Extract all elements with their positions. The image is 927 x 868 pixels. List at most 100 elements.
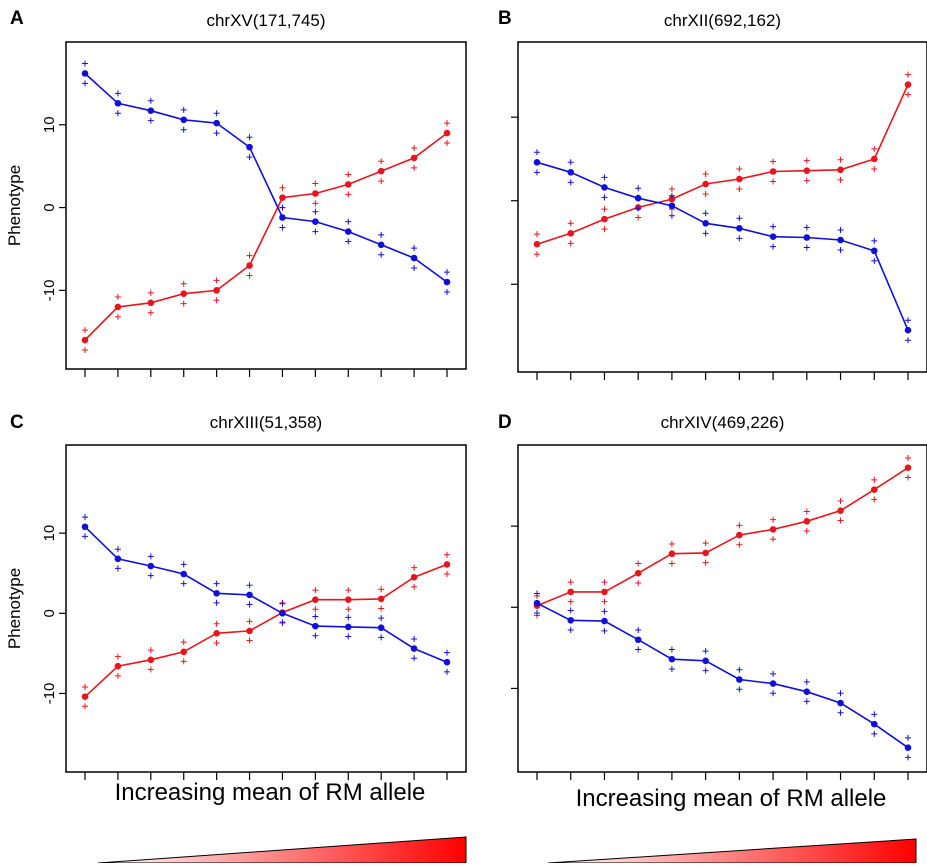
error-marker-blue xyxy=(803,224,810,231)
error-marker-blue xyxy=(444,269,450,276)
data-point-blue xyxy=(634,194,642,202)
panel-title: chrXIII(51,358) xyxy=(210,413,322,432)
error-marker-red xyxy=(411,144,418,151)
data-point-blue xyxy=(114,555,122,563)
error-marker-blue xyxy=(180,561,187,568)
error-marker-blue xyxy=(114,546,121,553)
error-marker-red xyxy=(905,454,911,461)
error-marker-blue xyxy=(635,627,642,634)
data-point-blue xyxy=(147,562,155,570)
error-marker-red xyxy=(147,647,154,654)
y-axis-label: Phenotype xyxy=(5,568,24,649)
data-point-red xyxy=(180,290,188,297)
data-point-red xyxy=(702,180,709,188)
data-point-blue xyxy=(377,624,385,632)
error-marker-blue xyxy=(147,572,154,579)
error-marker-red xyxy=(180,280,187,287)
data-point-blue xyxy=(410,254,418,262)
error-marker-blue xyxy=(180,106,187,113)
error-marker-red xyxy=(411,564,418,571)
data-point-blue xyxy=(870,720,878,728)
error-marker-red xyxy=(312,180,319,187)
error-marker-blue xyxy=(534,609,540,616)
error-marker-red xyxy=(736,522,743,529)
data-point-red xyxy=(736,531,743,539)
error-marker-blue xyxy=(82,533,88,540)
data-point-red xyxy=(803,517,811,525)
error-marker-red xyxy=(635,579,642,586)
panel-letter: A xyxy=(10,8,24,29)
data-point-red xyxy=(246,262,253,269)
error-marker-blue xyxy=(312,228,319,235)
data-point-red xyxy=(410,154,418,162)
data-point-blue xyxy=(213,119,220,127)
error-marker-red xyxy=(345,587,352,594)
error-marker-blue xyxy=(871,237,878,244)
data-point-red xyxy=(769,168,777,175)
data-point-blue xyxy=(870,247,878,255)
data-point-red xyxy=(803,167,811,174)
data-point-red xyxy=(702,549,709,557)
error-marker-red xyxy=(180,639,187,646)
error-marker-blue xyxy=(312,208,319,215)
error-marker-red xyxy=(803,528,810,535)
error-marker-blue xyxy=(246,601,253,608)
data-point-red xyxy=(246,627,253,635)
error-marker-red xyxy=(668,186,675,193)
y-tick-label: 0 xyxy=(41,203,58,211)
error-marker-blue xyxy=(279,600,286,607)
error-marker-blue xyxy=(534,590,540,597)
error-marker-blue xyxy=(871,730,878,737)
error-marker-blue xyxy=(668,646,675,653)
panel-title: chrXV(171,745) xyxy=(206,11,325,30)
error-marker-blue xyxy=(905,337,911,344)
error-marker-red xyxy=(702,191,709,198)
series-line-blue xyxy=(536,161,909,331)
error-marker-blue xyxy=(378,634,385,641)
error-marker-red xyxy=(312,587,319,594)
data-point-red xyxy=(312,190,319,197)
error-marker-blue xyxy=(411,655,418,662)
error-marker-blue xyxy=(871,257,878,264)
data-point-red xyxy=(213,287,220,294)
error-marker-red xyxy=(378,605,385,612)
error-marker-red xyxy=(736,165,743,172)
error-marker-red xyxy=(837,176,844,183)
error-marker-red xyxy=(736,186,743,193)
data-point-blue xyxy=(180,116,188,124)
error-marker-red xyxy=(213,277,220,284)
data-point-blue xyxy=(533,599,541,607)
data-point-blue xyxy=(377,241,385,249)
error-marker-blue xyxy=(736,666,743,673)
error-marker-blue xyxy=(803,698,810,705)
data-point-red xyxy=(279,194,286,201)
data-point-blue xyxy=(567,169,575,176)
error-marker-blue xyxy=(411,265,418,272)
plot-frame xyxy=(65,444,467,773)
error-marker-blue xyxy=(601,608,608,615)
error-marker-red xyxy=(601,206,608,213)
error-marker-red xyxy=(601,598,608,605)
data-point-red xyxy=(114,303,122,311)
error-marker-red xyxy=(180,658,187,665)
error-marker-blue xyxy=(312,632,319,639)
data-point-red xyxy=(567,230,575,237)
error-marker-red xyxy=(567,579,574,586)
error-marker-blue xyxy=(82,514,88,521)
error-marker-red xyxy=(312,606,319,613)
panel-letter: D xyxy=(498,412,512,433)
data-point-red xyxy=(180,648,188,656)
error-marker-blue xyxy=(114,565,121,572)
data-point-red xyxy=(377,167,385,175)
data-point-red xyxy=(443,561,451,568)
error-marker-red xyxy=(837,497,844,504)
error-marker-red xyxy=(668,540,675,547)
error-marker-red xyxy=(82,703,88,710)
error-marker-red xyxy=(147,666,154,673)
error-marker-blue xyxy=(770,670,777,677)
error-marker-blue xyxy=(702,667,709,674)
error-marker-blue xyxy=(567,607,574,614)
data-point-red xyxy=(736,175,743,183)
error-marker-red xyxy=(114,313,121,320)
